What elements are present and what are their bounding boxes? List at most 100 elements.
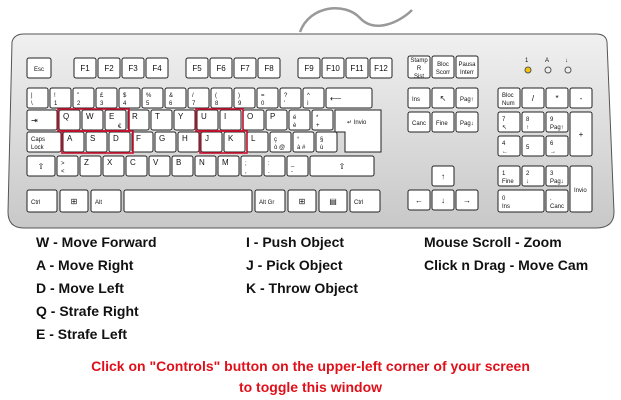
key-num-7 [187,87,210,109]
key-numpad-period [545,189,569,213]
key-num-4 [118,87,141,109]
key-numpad-5-label: 5 [526,145,530,151]
key-home-label: ↖ [440,94,447,103]
key-shift-right [309,155,375,177]
key-shift-left [26,155,56,177]
key-arrow-right [455,189,479,211]
key-num-0-label: \ [31,101,33,107]
key-caps-lock-label: Caps [31,137,45,143]
key-num-lock [497,87,521,109]
key-comma [240,155,263,177]
control-mouse-scroll: Mouse Scroll - Zoom [424,234,562,250]
toggle-hint-line2: to toggle this window [238,379,383,395]
key-e-acute [288,109,311,131]
key-u-grave-label: ù [320,145,323,151]
key-numpad-9-label: 9 [550,117,554,123]
key-nav-top-2-label: Pausa [458,62,476,68]
key-h-label: H [182,134,188,143]
key-num-0-label: | [31,93,33,99]
key-num-3 [95,87,118,109]
key-num-8-label: ( [215,93,217,99]
key-a-grave-label: ° [297,137,300,143]
key-caps-lock-label: Lock [31,145,45,151]
cable-graphic [298,6,413,33]
key-p-label: P [270,112,275,121]
key-numpad-9 [545,111,569,133]
key-f9-label: F9 [304,64,314,73]
key-ctrl-left-label: Ctrl [31,200,40,206]
key-arrow-down-label: ↓ [441,196,445,205]
key-y [173,109,196,131]
key-nav-top-1-label: Scorr [436,70,450,76]
key-u-label: U [201,112,207,121]
key-s [85,131,108,153]
control-e: E - Strafe Left [36,326,128,342]
key-f11-label: F11 [350,64,364,73]
key-numpad-5 [521,135,545,157]
key-x-label: X [107,158,113,167]
key-h [177,131,200,153]
key-numpad-plus [569,111,593,157]
num-lock-indicator: 1 [525,58,529,64]
highlight-asd [61,130,134,154]
key-end-label: Fine [436,121,448,127]
key-windows-right [287,189,317,213]
key-windows-left-label: ⊞ [71,197,78,206]
key-num-12-label: ^ [307,93,310,99]
key-w-label: W [86,112,94,121]
key-numpad-7 [497,111,521,133]
key-numpad-2 [521,165,545,187]
key-plus-label: + [316,123,320,129]
key-f3 [121,57,145,79]
key-r [127,109,150,131]
key-f7 [233,57,257,79]
control-click-drag: Click n Drag - Move Cam [424,257,589,273]
key-windows-left [59,189,89,213]
key-num-10-label: = [261,93,265,99]
key-tab-label: ⇥ [31,116,38,125]
key-num-10-label: 0 [261,101,265,107]
key-v [148,155,171,177]
key-nav-top-1-label: Bloc [437,62,449,68]
key-delete-label: Canc [412,121,426,127]
key-numpad-3-label: Pag↓ [550,179,564,185]
key-i [219,109,242,131]
key-numpad-4-label: 4 [502,141,506,147]
key-f5 [185,57,209,79]
key-num-11-label: ' [284,101,285,107]
keyboard-body [7,33,615,229]
key-num-2-label: " [77,93,79,99]
key-g [154,131,177,153]
key-num-4-label: 4 [123,101,127,107]
key-o-label: O [247,112,253,121]
key-tab [26,109,58,131]
key-num-8 [210,87,233,109]
key-period-label: . [268,169,270,175]
key-f6-label: F6 [216,64,226,73]
key-k [223,131,246,153]
key-num-lock-label: Num [502,101,515,107]
key-num-6 [164,87,187,109]
control-j: J - Pick Object [246,257,343,273]
key-y-label: Y [178,112,184,121]
key-backspace-label: ⟵ [330,94,342,103]
key-c-label: C [130,158,136,167]
key-num-1-label: 1 [54,101,58,107]
key-numpad-enter [569,165,593,213]
key-e-acute-label: è [293,123,297,129]
key-arrow-right-label: → [463,196,471,205]
key-num-1-label: ! [54,93,56,99]
key-num-3-label: £ [100,93,104,99]
key-f3-label: F3 [128,64,138,73]
key-numpad-divide [521,87,545,109]
key-num-9-label: ) [238,93,240,99]
key-numpad-1 [497,165,521,187]
indicator-lights: 1 A ↓ [524,58,572,74]
key-num-5 [141,87,164,109]
key-num-5-label: 5 [146,101,150,107]
key-numpad-3-label: 3 [550,171,554,177]
key-m-label: M [222,158,229,167]
key-f12 [369,57,393,79]
key-f7-label: F7 [240,64,250,73]
key-minus-label: - [291,169,293,175]
